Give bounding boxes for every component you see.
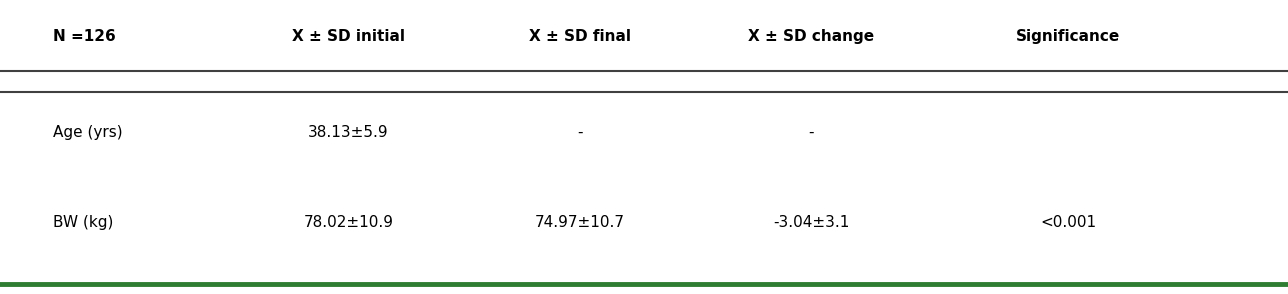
Text: -3.04±3.1: -3.04±3.1 [773,215,849,230]
Text: X ± SD final: X ± SD final [529,29,631,44]
Text: 38.13±5.9: 38.13±5.9 [308,125,389,140]
Text: N =126: N =126 [53,29,116,44]
Text: <0.001: <0.001 [1041,215,1096,230]
Text: -: - [809,125,814,140]
Text: -: - [577,125,582,140]
Text: 74.97±10.7: 74.97±10.7 [535,215,625,230]
Text: 78.02±10.9: 78.02±10.9 [304,215,393,230]
Text: Significance: Significance [1016,29,1121,44]
Text: X ± SD change: X ± SD change [748,29,875,44]
Text: Age (yrs): Age (yrs) [53,125,122,140]
Text: BW (kg): BW (kg) [53,215,113,230]
Text: X ± SD initial: X ± SD initial [292,29,404,44]
